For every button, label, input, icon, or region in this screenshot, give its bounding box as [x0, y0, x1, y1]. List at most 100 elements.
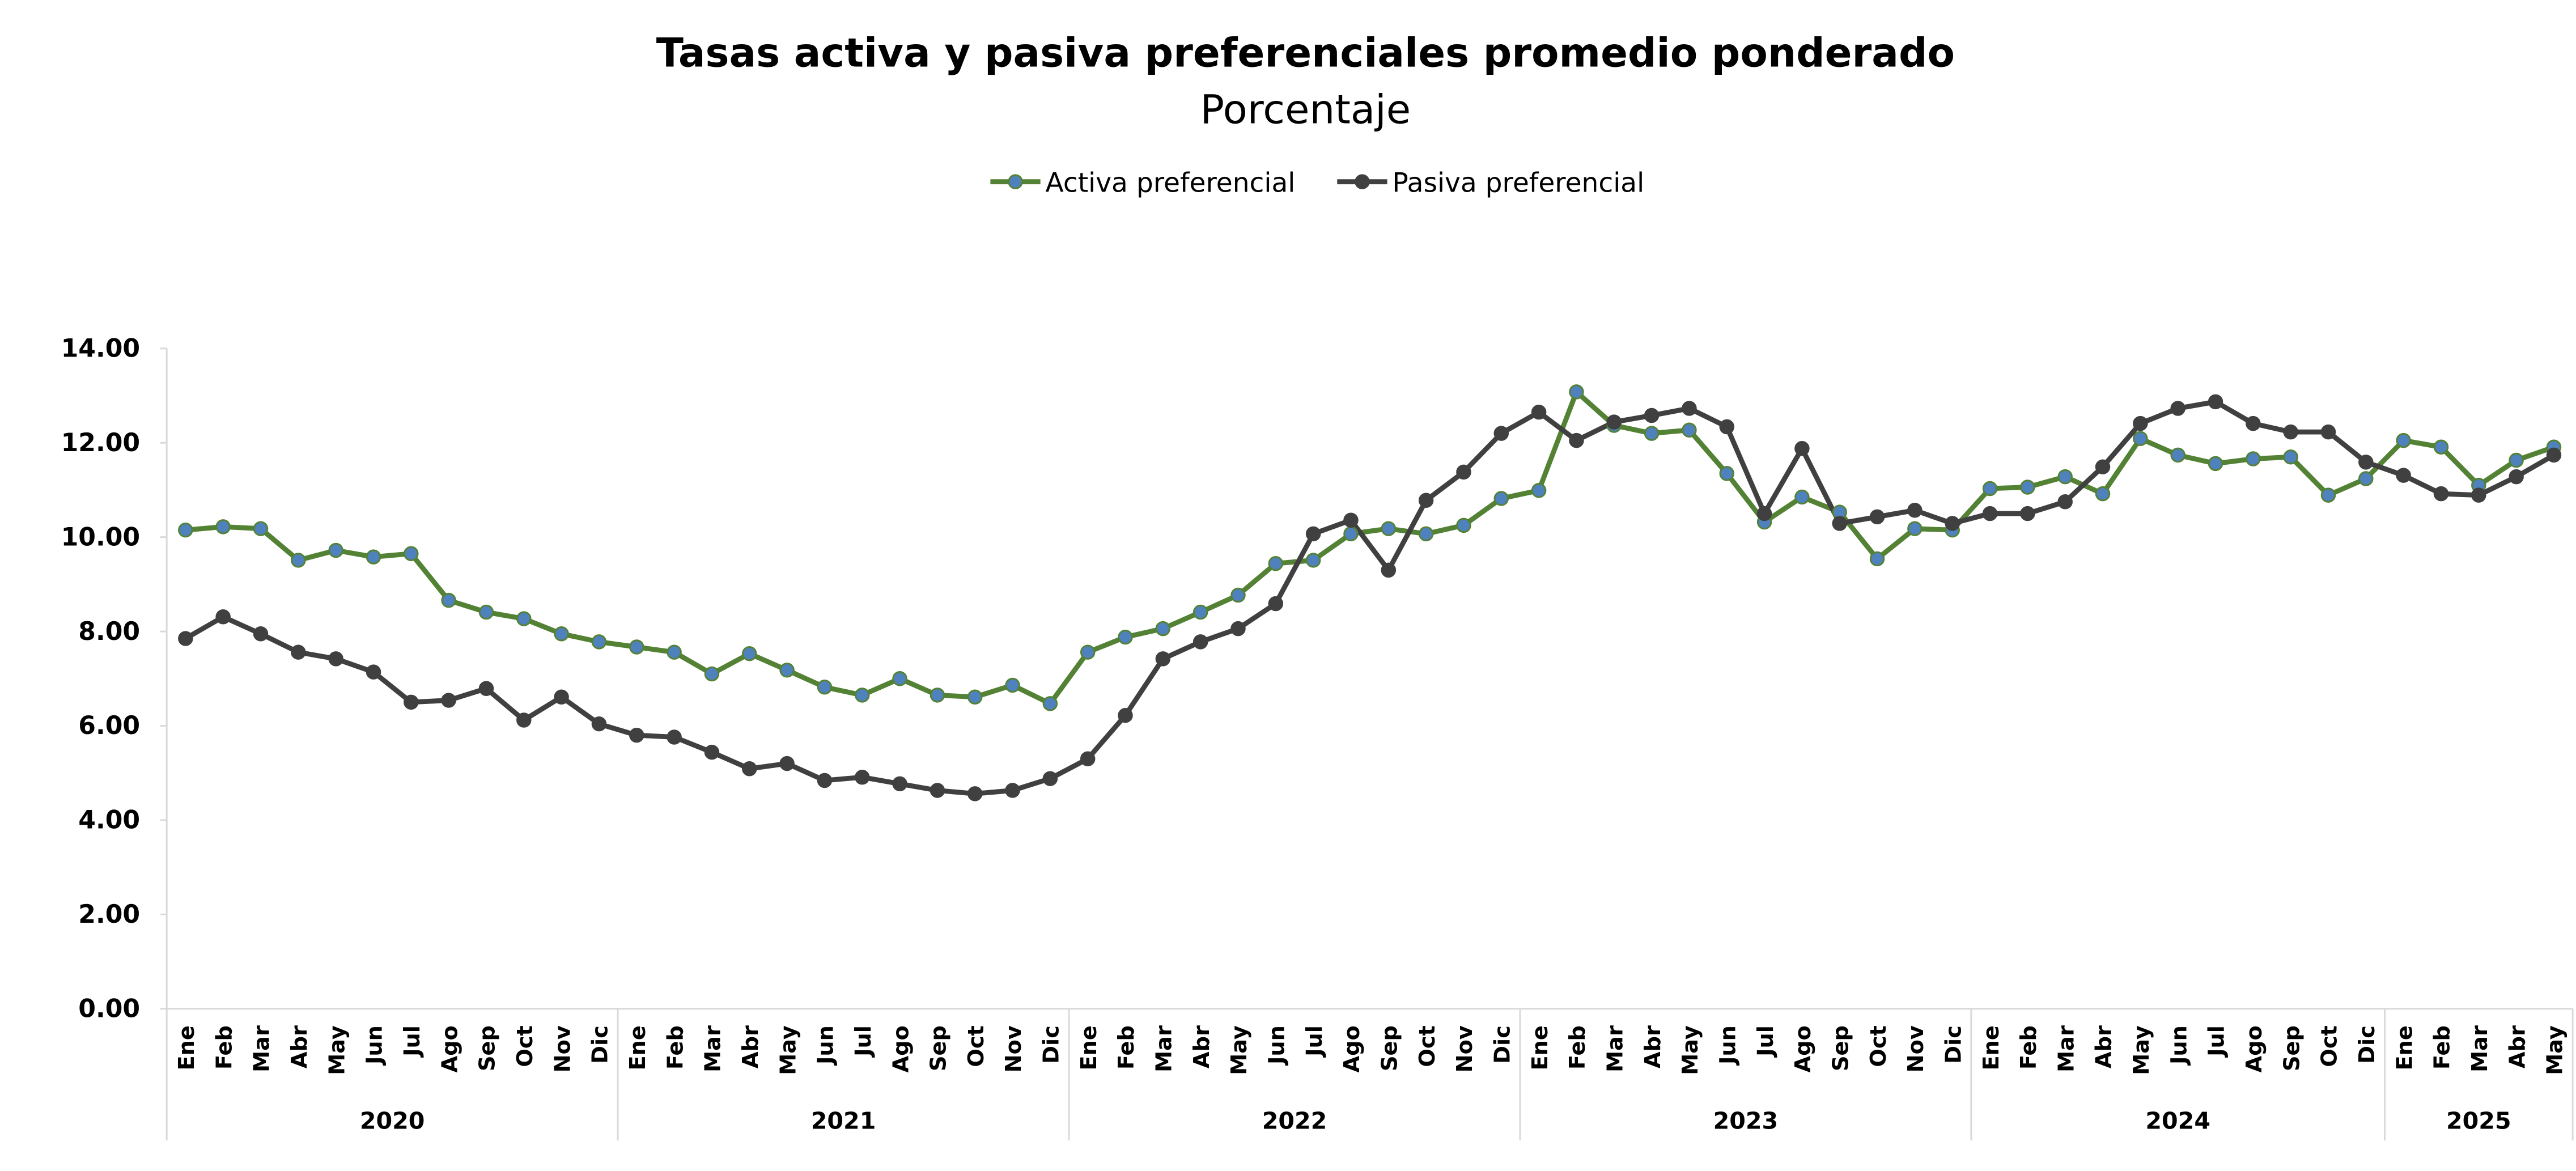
data-point [2208, 456, 2223, 472]
data-point [1192, 604, 1208, 620]
data-point [2170, 447, 2185, 463]
data-point [1418, 493, 1434, 508]
series-line [185, 389, 2555, 706]
data-point [1569, 432, 1584, 448]
data-point [817, 773, 833, 788]
data-point [1155, 651, 1171, 667]
data-point [1569, 384, 1584, 400]
data-point [2283, 449, 2298, 465]
x-tick-label: Mar [250, 1025, 275, 1072]
data-point [1381, 562, 1397, 578]
data-point [667, 644, 682, 660]
data-point [1869, 551, 1885, 567]
data-point [1343, 526, 1359, 542]
data-point [328, 651, 343, 667]
x-tick-label: Feb [2430, 1025, 2455, 1070]
data-point [215, 519, 231, 534]
data-point [892, 671, 907, 686]
x-tick-label: Jun [1716, 1025, 1741, 1066]
data-point [291, 553, 306, 568]
x-tick-label: Ago [2242, 1025, 2267, 1072]
data-point [2246, 451, 2261, 466]
data-point [779, 756, 795, 771]
x-tick-label: Mar [701, 1025, 726, 1072]
data-point [2170, 401, 2185, 416]
y-tick-label: 8.00 [78, 617, 140, 646]
data-point [2546, 447, 2562, 463]
x-tick-label: Feb [663, 1025, 688, 1070]
x-tick-label: May [776, 1025, 801, 1075]
x-tick-label: Sep [476, 1025, 500, 1071]
data-point [2208, 394, 2223, 410]
year-label: 2022 [1262, 1108, 1327, 1135]
data-point [817, 680, 833, 695]
x-tick-label: Ene [626, 1025, 651, 1070]
data-point [2471, 487, 2486, 503]
x-tick-label: Ago [1791, 1025, 1816, 1072]
x-tick-label: Jun [2167, 1025, 2192, 1066]
x-tick-label: May [1227, 1025, 1252, 1075]
data-point [1719, 466, 1734, 481]
data-point [1907, 503, 1923, 518]
x-tick-label: Dic [1039, 1025, 1064, 1064]
data-point [178, 631, 193, 646]
y-tick-label: 0.00 [78, 994, 140, 1023]
data-point [1606, 414, 1622, 430]
x-tick-label: Abr [1190, 1025, 1215, 1068]
x-tick-label: Abr [1641, 1025, 1666, 1068]
x-tick-label: Ene [1528, 1025, 1553, 1070]
data-point [253, 626, 269, 642]
x-tick-label: Jul [1754, 1025, 1779, 1058]
data-point [328, 542, 343, 558]
y-tick-label: 6.00 [78, 711, 140, 740]
data-point [1644, 408, 1660, 423]
data-point [1418, 526, 1434, 542]
x-tick-label: Feb [212, 1025, 237, 1070]
data-point [1756, 506, 1772, 521]
y-tick-label: 14.00 [61, 334, 141, 363]
data-point [2358, 471, 2374, 486]
data-point [1794, 440, 1810, 456]
x-tick-label: Ago [1340, 1025, 1365, 1072]
x-tick-label: Jul [851, 1025, 876, 1058]
data-point [742, 761, 757, 777]
data-point [1192, 634, 1208, 650]
x-tick-label: Dic [2355, 1025, 2380, 1064]
data-point [591, 634, 607, 650]
data-point [1268, 556, 1284, 571]
data-point [1381, 521, 1397, 536]
data-point [478, 681, 494, 697]
x-tick-label: Mar [1603, 1025, 1628, 1072]
chart-title: Tasas activa y pasiva preferenciales pro… [656, 29, 1955, 77]
data-point [1305, 553, 1321, 568]
data-point [1343, 512, 1359, 528]
data-point [2320, 487, 2336, 503]
x-tick-label: May [2543, 1025, 2568, 1075]
y-tick-label: 2.00 [78, 900, 140, 929]
data-point [478, 604, 494, 620]
data-point [1118, 629, 1133, 645]
x-tick-label: Sep [1828, 1025, 1853, 1071]
x-tick-label: Sep [927, 1025, 952, 1071]
year-label: 2020 [360, 1108, 425, 1135]
data-point [1982, 506, 1998, 521]
data-point [1456, 464, 1471, 480]
x-tick-label: Abr [287, 1025, 312, 1068]
data-point [2095, 486, 2111, 502]
x-tick-label: Mar [1152, 1025, 1177, 1072]
data-point [2320, 424, 2336, 440]
x-tick-label: Jun [814, 1025, 839, 1066]
x-tick-label: May [1678, 1025, 1703, 1075]
x-tick-label: Oct [964, 1025, 989, 1067]
x-tick-label: Ene [1077, 1025, 1102, 1070]
x-tick-label: Dic [588, 1025, 613, 1064]
data-point [1531, 483, 1547, 498]
data-point [1719, 419, 1734, 435]
data-point [291, 644, 306, 660]
data-point [178, 522, 193, 538]
y-tick-label: 10.00 [61, 523, 141, 551]
data-point [1230, 621, 1246, 637]
data-point [441, 592, 456, 608]
data-point [1869, 509, 1885, 525]
data-point [2095, 459, 2111, 474]
